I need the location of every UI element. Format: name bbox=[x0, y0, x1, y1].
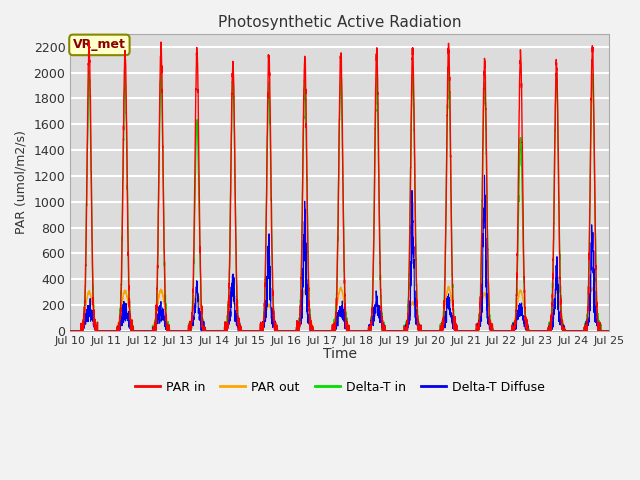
X-axis label: Time: Time bbox=[323, 347, 357, 361]
Legend: PAR in, PAR out, Delta-T in, Delta-T Diffuse: PAR in, PAR out, Delta-T in, Delta-T Dif… bbox=[129, 376, 550, 399]
Y-axis label: PAR (umol/m2/s): PAR (umol/m2/s) bbox=[15, 131, 28, 234]
Text: VR_met: VR_met bbox=[73, 38, 126, 51]
Title: Photosynthetic Active Radiation: Photosynthetic Active Radiation bbox=[218, 15, 461, 30]
